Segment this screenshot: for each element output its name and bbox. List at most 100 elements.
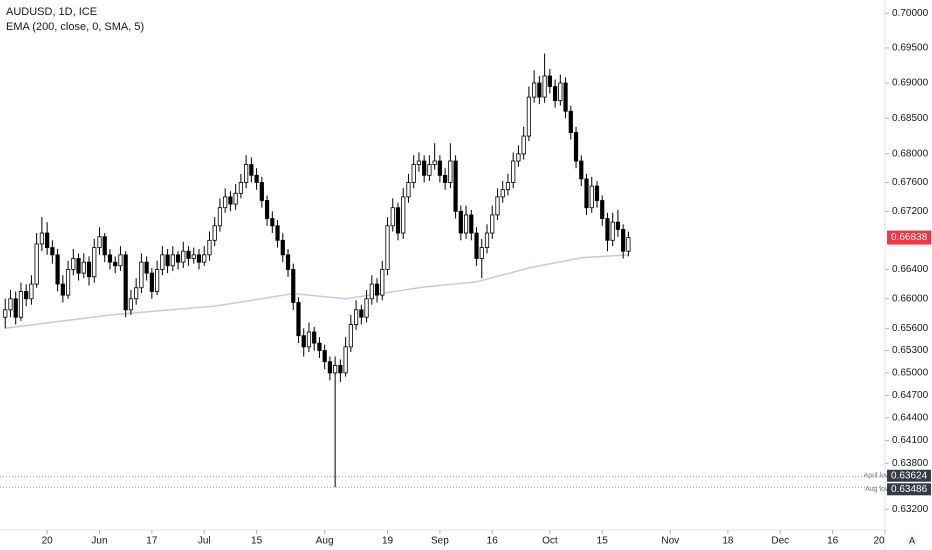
indicator-legend: EMA (200, close, 0, SMA, 5) [6,21,144,33]
candle-body [223,196,228,209]
level-label: April low [864,473,891,480]
candle-body [123,254,128,311]
candle-body [39,232,44,245]
candle-body [474,232,479,259]
candle-body [369,283,374,300]
x-tick-label: Dec [771,536,789,547]
ema-line [5,254,629,330]
candle-body [626,237,631,252]
candle-body [526,96,532,137]
y-tick-label: 0.64700 [892,390,929,401]
candle-body [291,269,296,303]
candle-body [186,250,191,259]
candle-body [348,324,353,348]
candle-body [175,254,181,263]
x-tick-label: Jul [198,536,211,547]
candle-body [92,247,97,278]
candle-body [532,82,537,98]
candle-body [264,200,270,219]
candle-body [254,174,259,183]
candle-body [306,331,312,348]
candle-body [484,232,490,248]
candle-body [558,82,563,102]
candle-body [479,247,484,259]
candle-body [490,214,495,234]
candle-body [29,283,34,300]
y-tick-label: 0.65600 [892,323,929,334]
candle-body [212,225,217,241]
candle-body [113,261,118,267]
y-tick-label: 0.64100 [892,435,929,446]
candle-body [270,218,275,227]
candle-body [139,261,144,289]
candle-body [312,331,317,344]
candle-body [385,225,390,270]
candle-body [207,239,212,256]
candle-body [34,243,39,285]
candle-body [579,160,584,180]
candle-body [102,236,107,256]
candle-body [338,365,343,374]
candle-body [411,164,416,183]
candle-body [322,350,327,363]
candle-body [495,196,500,216]
candle-body [542,75,547,98]
candle-body [605,218,610,241]
x-tick-label: 15 [597,536,609,547]
candle-body [128,298,134,311]
y-tick-label: 0.67600 [892,177,929,188]
candle-body [443,174,448,183]
candle-body [390,207,395,227]
candle-body [584,178,589,209]
x-tick-label: Nov [661,536,679,547]
candle-body [333,365,338,374]
candle-body [563,82,568,112]
level-price: 0.63624 [891,470,928,481]
candle-body [275,225,280,241]
candle-body [573,132,579,162]
y-tick-label: 0.65300 [892,345,929,356]
x-tick-label: 18 [722,536,734,547]
candle-body [181,250,186,263]
x-tick-label: Oct [542,536,558,547]
candle-body [65,269,71,296]
candle-body [107,254,113,263]
candle-body [238,182,243,194]
candle-body [453,160,458,212]
x-tick-label: 17 [146,536,158,547]
candle-body [50,247,55,256]
x-tick-label: 19 [382,536,394,547]
candle-body [521,135,526,155]
candle-body [71,258,76,270]
x-tick-label: 16 [827,536,839,547]
candle-body [259,182,264,201]
x-tick-label: 16 [487,536,499,547]
candle-body [615,221,621,230]
candle-body [170,254,175,267]
y-tick-label: 0.67200 [892,206,929,217]
candle-body [244,164,249,183]
last-price: 0.66838 [891,232,928,243]
candle-body [422,160,427,176]
candle-body [60,283,65,296]
candle-body [406,182,411,198]
candle-body [228,196,233,205]
candle-body [165,254,170,267]
candle-body [233,192,238,205]
candle-body [463,214,469,234]
candle-body [296,302,301,337]
candle-body [76,258,81,274]
chart-title: AUDUSD, 1D, ICE [6,6,97,18]
y-tick-label: 0.68000 [892,149,929,160]
candle-body [353,309,359,325]
candle-body [301,335,306,348]
settings-icon[interactable]: A [906,535,918,547]
candle-body [511,160,516,183]
candle-body [547,75,552,87]
level-price-box [887,483,931,496]
candle-body [359,309,364,318]
candle-body [191,254,196,259]
candle-body [364,298,369,318]
candle-body [380,269,385,296]
